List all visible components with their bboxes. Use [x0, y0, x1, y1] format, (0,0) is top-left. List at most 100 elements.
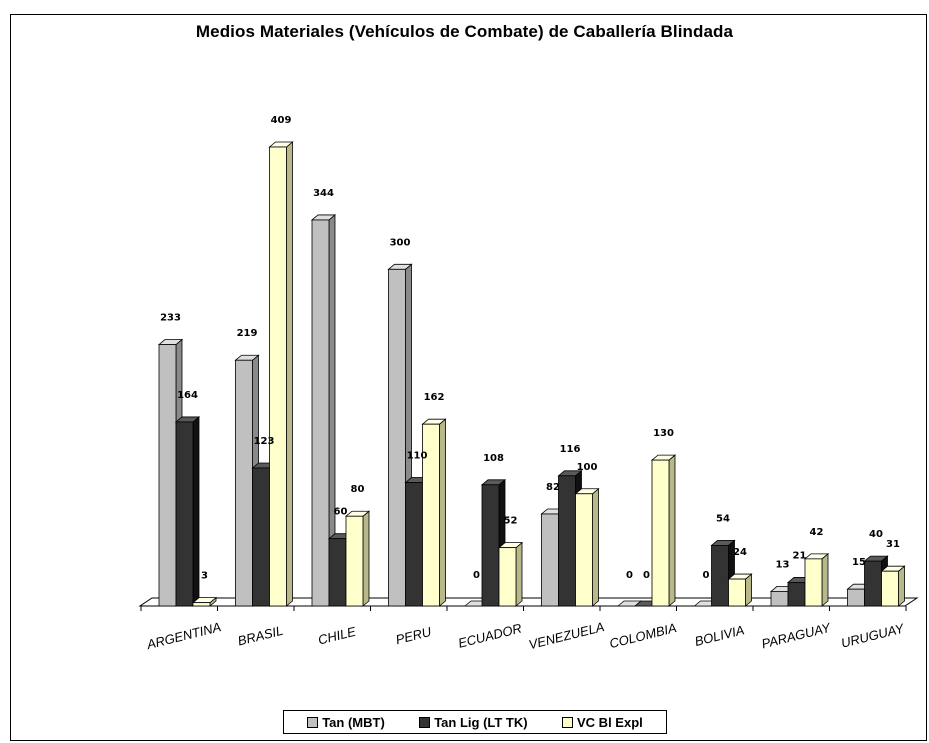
chart-data-label: 42 [810, 527, 824, 538]
chart-data-label: 300 [390, 237, 411, 248]
x-axis-category-label: COLOMBIA [608, 620, 678, 651]
chart-bar-front [405, 482, 423, 607]
chart-bars [157, 141, 906, 607]
chart-data-label: 0 [626, 570, 633, 581]
chart-bar-side [439, 418, 446, 607]
chart-bar [650, 454, 677, 607]
chart-bar-front [269, 146, 287, 607]
chart-data-label: 0 [703, 570, 710, 581]
chart-bar-front [345, 515, 364, 607]
x-axis-category-label: PARAGUAY [760, 620, 833, 652]
chart-bar-side [362, 510, 370, 607]
chart-bar-front [192, 602, 211, 607]
x-axis-category-label: BOLIVIA [693, 622, 746, 649]
chart-legend: Tan (MBT) Tan Lig (LT TK) VC Bl Expl [283, 710, 667, 734]
chart-data-label: 116 [560, 444, 581, 455]
chart-data-label: 233 [160, 313, 181, 324]
chart-bar-side [745, 573, 752, 607]
chart-bar-front [864, 560, 882, 607]
chart-bar-front [175, 421, 194, 607]
x-axis-category-label: BRASIL [236, 623, 285, 649]
chart-bar-front [847, 588, 865, 607]
chart-bar-front [881, 570, 899, 607]
legend-item-tan-lig: Tan Lig (LT TK) [419, 714, 528, 730]
chart-bar [727, 573, 753, 607]
legend-item-vc-bl-expl: VC Bl Expl [562, 715, 643, 730]
legend-label-tan-lig: Tan Lig (LT TK) [434, 714, 528, 730]
chart-data-label: 130 [653, 428, 674, 439]
chart-data-label: 24 [733, 547, 747, 558]
chart-bar-side [898, 565, 905, 607]
chart-data-label: 15 [852, 557, 866, 568]
chart-bar [310, 214, 337, 607]
chart-bar [421, 418, 447, 607]
chart-data-label: 54 [716, 513, 730, 524]
x-axis-category-label: ARGENTINA [144, 619, 222, 652]
chart-bar [344, 510, 371, 607]
chart-bar-front [498, 547, 517, 607]
x-axis-category-label: ECUADOR [457, 620, 524, 650]
chart-bar-side [592, 487, 599, 607]
chart-data-label: 164 [177, 390, 198, 401]
chart-bar-side [286, 141, 293, 607]
chart-bar-front [558, 475, 576, 607]
chart-bar-front [787, 582, 806, 607]
chart-bar-front [711, 544, 729, 607]
chart-bar-side [821, 553, 829, 607]
chart-data-label: 52 [504, 516, 518, 527]
chart-data-label: 108 [483, 453, 504, 464]
chart-data-label: 82 [546, 482, 560, 493]
chart-bar-front [804, 558, 823, 607]
legend-label-vc-bl-expl: VC Bl Expl [577, 714, 643, 730]
chart-bar-front [481, 484, 500, 607]
x-axis-category-label: PERU [394, 624, 433, 647]
chart-bar-front [235, 359, 253, 607]
chart-data-label: 409 [271, 115, 292, 126]
legend-swatch-vc-bl-expl [562, 716, 574, 728]
chart-bar-front [728, 578, 746, 607]
chart-bar [803, 553, 830, 607]
chart-bar [174, 416, 201, 607]
chart-bar-front [541, 513, 559, 607]
chart-bar-front [158, 344, 177, 607]
chart-data-label: 123 [254, 436, 275, 447]
chart-data-label: 31 [886, 539, 900, 550]
chart-bar-side [515, 541, 523, 607]
chart-data-label: 344 [313, 188, 334, 199]
chart-data-label: 219 [237, 328, 258, 339]
chart-data-label: 60 [334, 507, 348, 518]
chart-bar-front [770, 591, 789, 607]
chart-data-label: 0 [473, 570, 480, 581]
chart-data-label: 3 [201, 571, 208, 582]
chart-title: Medios Materiales (Vehículos de Combate)… [195, 22, 734, 41]
chart-bar-front [388, 268, 406, 607]
legend-label-tan-mbt: Tan (MBT) [322, 714, 385, 730]
chart-bar-front [252, 467, 270, 607]
chart-bar [880, 565, 906, 607]
chart-bar-side [668, 454, 676, 607]
legend-swatch-tan-lig [419, 716, 431, 728]
chart-bar [191, 596, 218, 607]
x-axis-category-label: URUGUAY [840, 620, 907, 650]
chart-bar [497, 541, 524, 607]
chart-data-label: 100 [577, 462, 598, 473]
chart-bar-side [192, 416, 200, 607]
chart-category-labels: ARGENTINA BRASIL CHILE PERU ECUADOR VENEZUELA… [144, 619, 906, 652]
chart-data-label: 162 [424, 392, 445, 403]
x-axis-category-label: CHILE [317, 624, 358, 648]
chart-bar [574, 487, 600, 607]
chart-bar-front [651, 459, 670, 607]
chart-data-label: 80 [351, 484, 365, 495]
chart-bar-front [422, 423, 440, 607]
chart-data-label: 110 [407, 451, 428, 462]
chart-bar [268, 141, 294, 607]
legend-swatch-tan-mbt [307, 716, 319, 728]
chart-data-label: 21 [793, 550, 807, 561]
chart-data-label: 40 [869, 529, 883, 540]
legend-item-tan-mbt: Tan (MBT) [307, 715, 385, 730]
chart-bar-front [311, 219, 330, 607]
chart-data-labels: 233 164 3 219 123 409 344 60 80 300 110 162 0 108 52 82… [160, 115, 900, 582]
chart-data-label: 0 [643, 570, 650, 581]
chart-data-label: 13 [776, 559, 790, 570]
